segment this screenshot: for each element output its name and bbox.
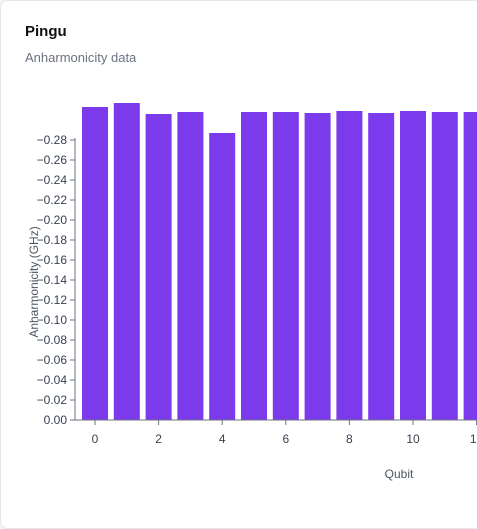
bar-qubit-8 bbox=[336, 111, 363, 420]
x-tick-label: 0 bbox=[92, 432, 99, 446]
x-tick-label: 4 bbox=[219, 432, 226, 446]
x-tick-label: 10 bbox=[406, 432, 420, 446]
bar-qubit-2 bbox=[145, 114, 172, 420]
bar-qubit-0 bbox=[82, 107, 108, 420]
y-tick-label: −0.02 bbox=[37, 393, 68, 407]
y-tick-label: −0.12 bbox=[37, 293, 68, 307]
y-tick-label: −0.22 bbox=[37, 193, 68, 207]
x-tick-label: 8 bbox=[346, 432, 353, 446]
x-tick-label: 6 bbox=[282, 432, 289, 446]
y-tick-label: −0.18 bbox=[37, 233, 68, 247]
y-tick-label: −0.20 bbox=[37, 213, 68, 227]
bar-qubit-7 bbox=[304, 113, 331, 420]
bar-qubit-4 bbox=[209, 133, 236, 420]
x-tick-label: 2 bbox=[155, 432, 162, 446]
y-tick-label: −0.16 bbox=[37, 253, 68, 267]
y-tick-label: −0.24 bbox=[37, 173, 68, 187]
bar-qubit-11 bbox=[431, 112, 458, 420]
y-tick-label: −0.10 bbox=[37, 313, 68, 327]
bar-qubit-1 bbox=[113, 103, 140, 420]
y-tick-label: −0.06 bbox=[37, 353, 68, 367]
y-tick-label: 0.00 bbox=[44, 413, 68, 427]
y-tick-label: −0.04 bbox=[37, 373, 68, 387]
x-tick-label: 12 bbox=[470, 432, 477, 446]
bar-qubit-3 bbox=[177, 112, 204, 420]
y-tick-label: −0.26 bbox=[37, 153, 68, 167]
y-tick-label: −0.28 bbox=[37, 133, 68, 147]
card-subtitle: Anharmonicity data bbox=[25, 50, 137, 65]
bar-qubit-10 bbox=[400, 111, 426, 420]
x-axis-title: Qubit bbox=[385, 467, 414, 481]
bar-qubit-6 bbox=[272, 112, 299, 420]
card-title: Pingu bbox=[25, 23, 67, 40]
bar-qubit-5 bbox=[241, 112, 267, 420]
y-tick-label: −0.14 bbox=[37, 273, 68, 287]
y-axis-title: Anharmonicity (GHz) bbox=[27, 226, 41, 337]
bar-qubit-9 bbox=[368, 113, 395, 420]
bar-qubit-12 bbox=[463, 112, 477, 420]
y-tick-label: −0.08 bbox=[37, 333, 68, 347]
